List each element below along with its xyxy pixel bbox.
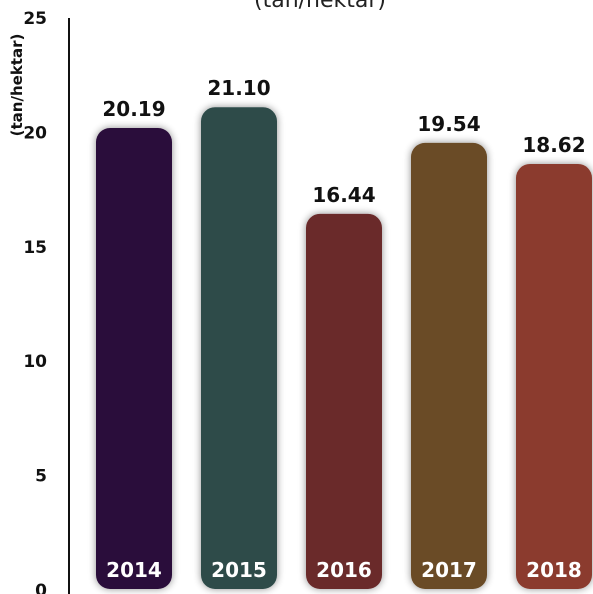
y-tick-label: 15 (23, 238, 47, 258)
y-tick-label: 0 (35, 581, 47, 594)
category-label: 2015 (211, 558, 267, 582)
bars: 20.19 2014 21.10 2015 16.44 2016 19.54 2017 18.6… (96, 76, 592, 590)
y-axis-label: (tan/hektar) (8, 34, 26, 137)
category-label: 2017 (421, 558, 477, 582)
bar-2017 (411, 142, 487, 589)
y-tick-label: 10 (23, 352, 47, 372)
bar-2018 (516, 163, 592, 589)
bar-2014 (96, 128, 172, 589)
value-label: 16.44 (312, 183, 375, 207)
category-label: 2016 (316, 558, 372, 582)
value-label: 21.10 (207, 76, 270, 100)
y-tick-label: 5 (35, 467, 47, 487)
chart-title: (tan/hektar) (254, 0, 386, 13)
value-label: 19.54 (417, 112, 480, 136)
y-tick-label: 25 (23, 9, 47, 29)
value-label: 18.62 (522, 133, 585, 157)
category-label: 2014 (106, 558, 162, 582)
category-label: 2018 (526, 558, 582, 582)
y-axis-ticks: 0 5 10 15 20 25 (23, 9, 47, 594)
bar-2015 (201, 107, 277, 590)
value-label: 20.19 (102, 97, 165, 121)
y-tick-label: 20 (23, 123, 47, 143)
bar-2016 (306, 213, 382, 590)
